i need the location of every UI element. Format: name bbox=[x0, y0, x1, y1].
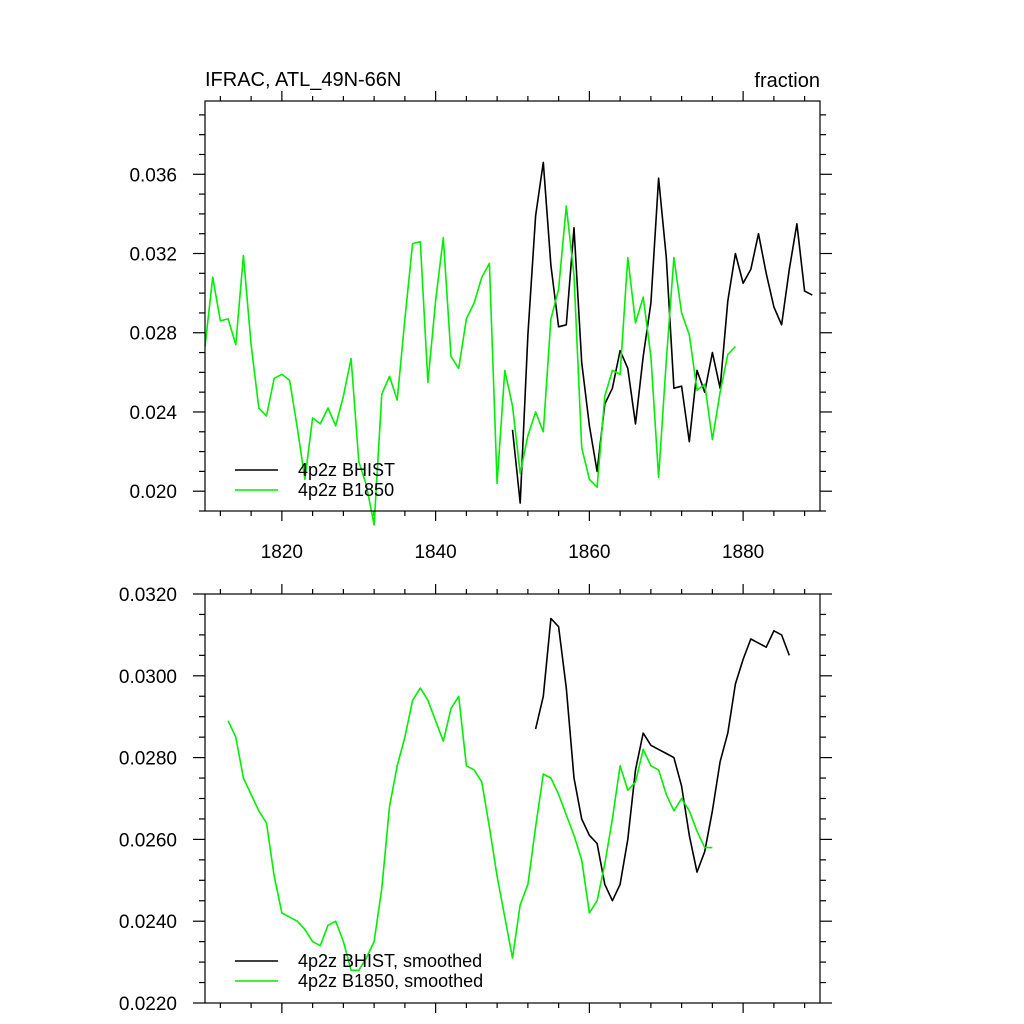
y-tick-label: 0.028 bbox=[129, 324, 177, 345]
top-panel-series bbox=[204, 161, 813, 526]
series-line-4p2z-b1850 bbox=[204, 205, 736, 526]
top-panel-frame bbox=[204, 100, 821, 512]
y-tick-label: 0.0320 bbox=[119, 585, 177, 606]
y-tick-label: 0.0300 bbox=[119, 667, 177, 688]
y-tick-label: 0.0260 bbox=[119, 830, 177, 851]
top-panel-ticks bbox=[193, 91, 832, 521]
y-tick-label: 0.024 bbox=[129, 403, 177, 424]
legend-label-bhist-smoothed: 4p2z BHIST, smoothed bbox=[298, 951, 482, 971]
top-panel-title: IFRAC, ATL_49N-66N bbox=[205, 69, 401, 91]
x-tick-label: 1840 bbox=[414, 542, 456, 563]
bottom-panel-ticks bbox=[193, 584, 832, 1013]
y-tick-label: 0.032 bbox=[129, 245, 177, 266]
y-tick-label: 0.020 bbox=[129, 482, 177, 503]
x-tick-label: 1880 bbox=[722, 542, 764, 563]
series-line-4p2z-bhist-smoothed bbox=[534, 617, 791, 902]
top-panel-legend: 4p2z BHIST 4p2z B1850 bbox=[235, 460, 395, 500]
y-tick-label: 0.0220 bbox=[119, 994, 177, 1015]
bottom-panel-series bbox=[227, 617, 791, 972]
legend-label-b1850-smoothed: 4p2z B1850, smoothed bbox=[298, 971, 483, 991]
legend-label-b1850: 4p2z B1850 bbox=[298, 480, 394, 500]
series-line-4p2z-bhist bbox=[511, 161, 813, 504]
top-panel: IFRAC, ATL_49N-66N fraction 1820 1840 1860… bbox=[129, 69, 832, 563]
y-tick-label: 0.0240 bbox=[119, 912, 177, 933]
legend-label-bhist: 4p2z BHIST bbox=[298, 460, 395, 480]
y-tick-label: 0.0280 bbox=[119, 749, 177, 770]
bottom-panel-tick-labels: 0.0220 0.0240 0.0260 0.0280 0.0300 0.0320 bbox=[119, 585, 177, 1015]
bottom-panel-frame bbox=[204, 593, 821, 1004]
y-tick-label: 0.036 bbox=[129, 165, 177, 186]
bottom-panel: 0.0220 0.0240 0.0260 0.0280 0.0300 0.0320 4p2… bbox=[119, 584, 832, 1015]
x-tick-label: 1820 bbox=[261, 542, 303, 563]
x-tick-label: 1860 bbox=[568, 542, 610, 563]
bottom-panel-legend: 4p2z BHIST, smoothed 4p2z B1850, smoothe… bbox=[235, 951, 483, 991]
top-panel-tick-labels: 1820 1840 1860 1880 0.020 0.024 0.028 0.032 0.03… bbox=[129, 165, 764, 563]
series-line-4p2z-b1850-smoothed bbox=[227, 687, 713, 972]
top-panel-units-label: fraction bbox=[754, 70, 820, 92]
